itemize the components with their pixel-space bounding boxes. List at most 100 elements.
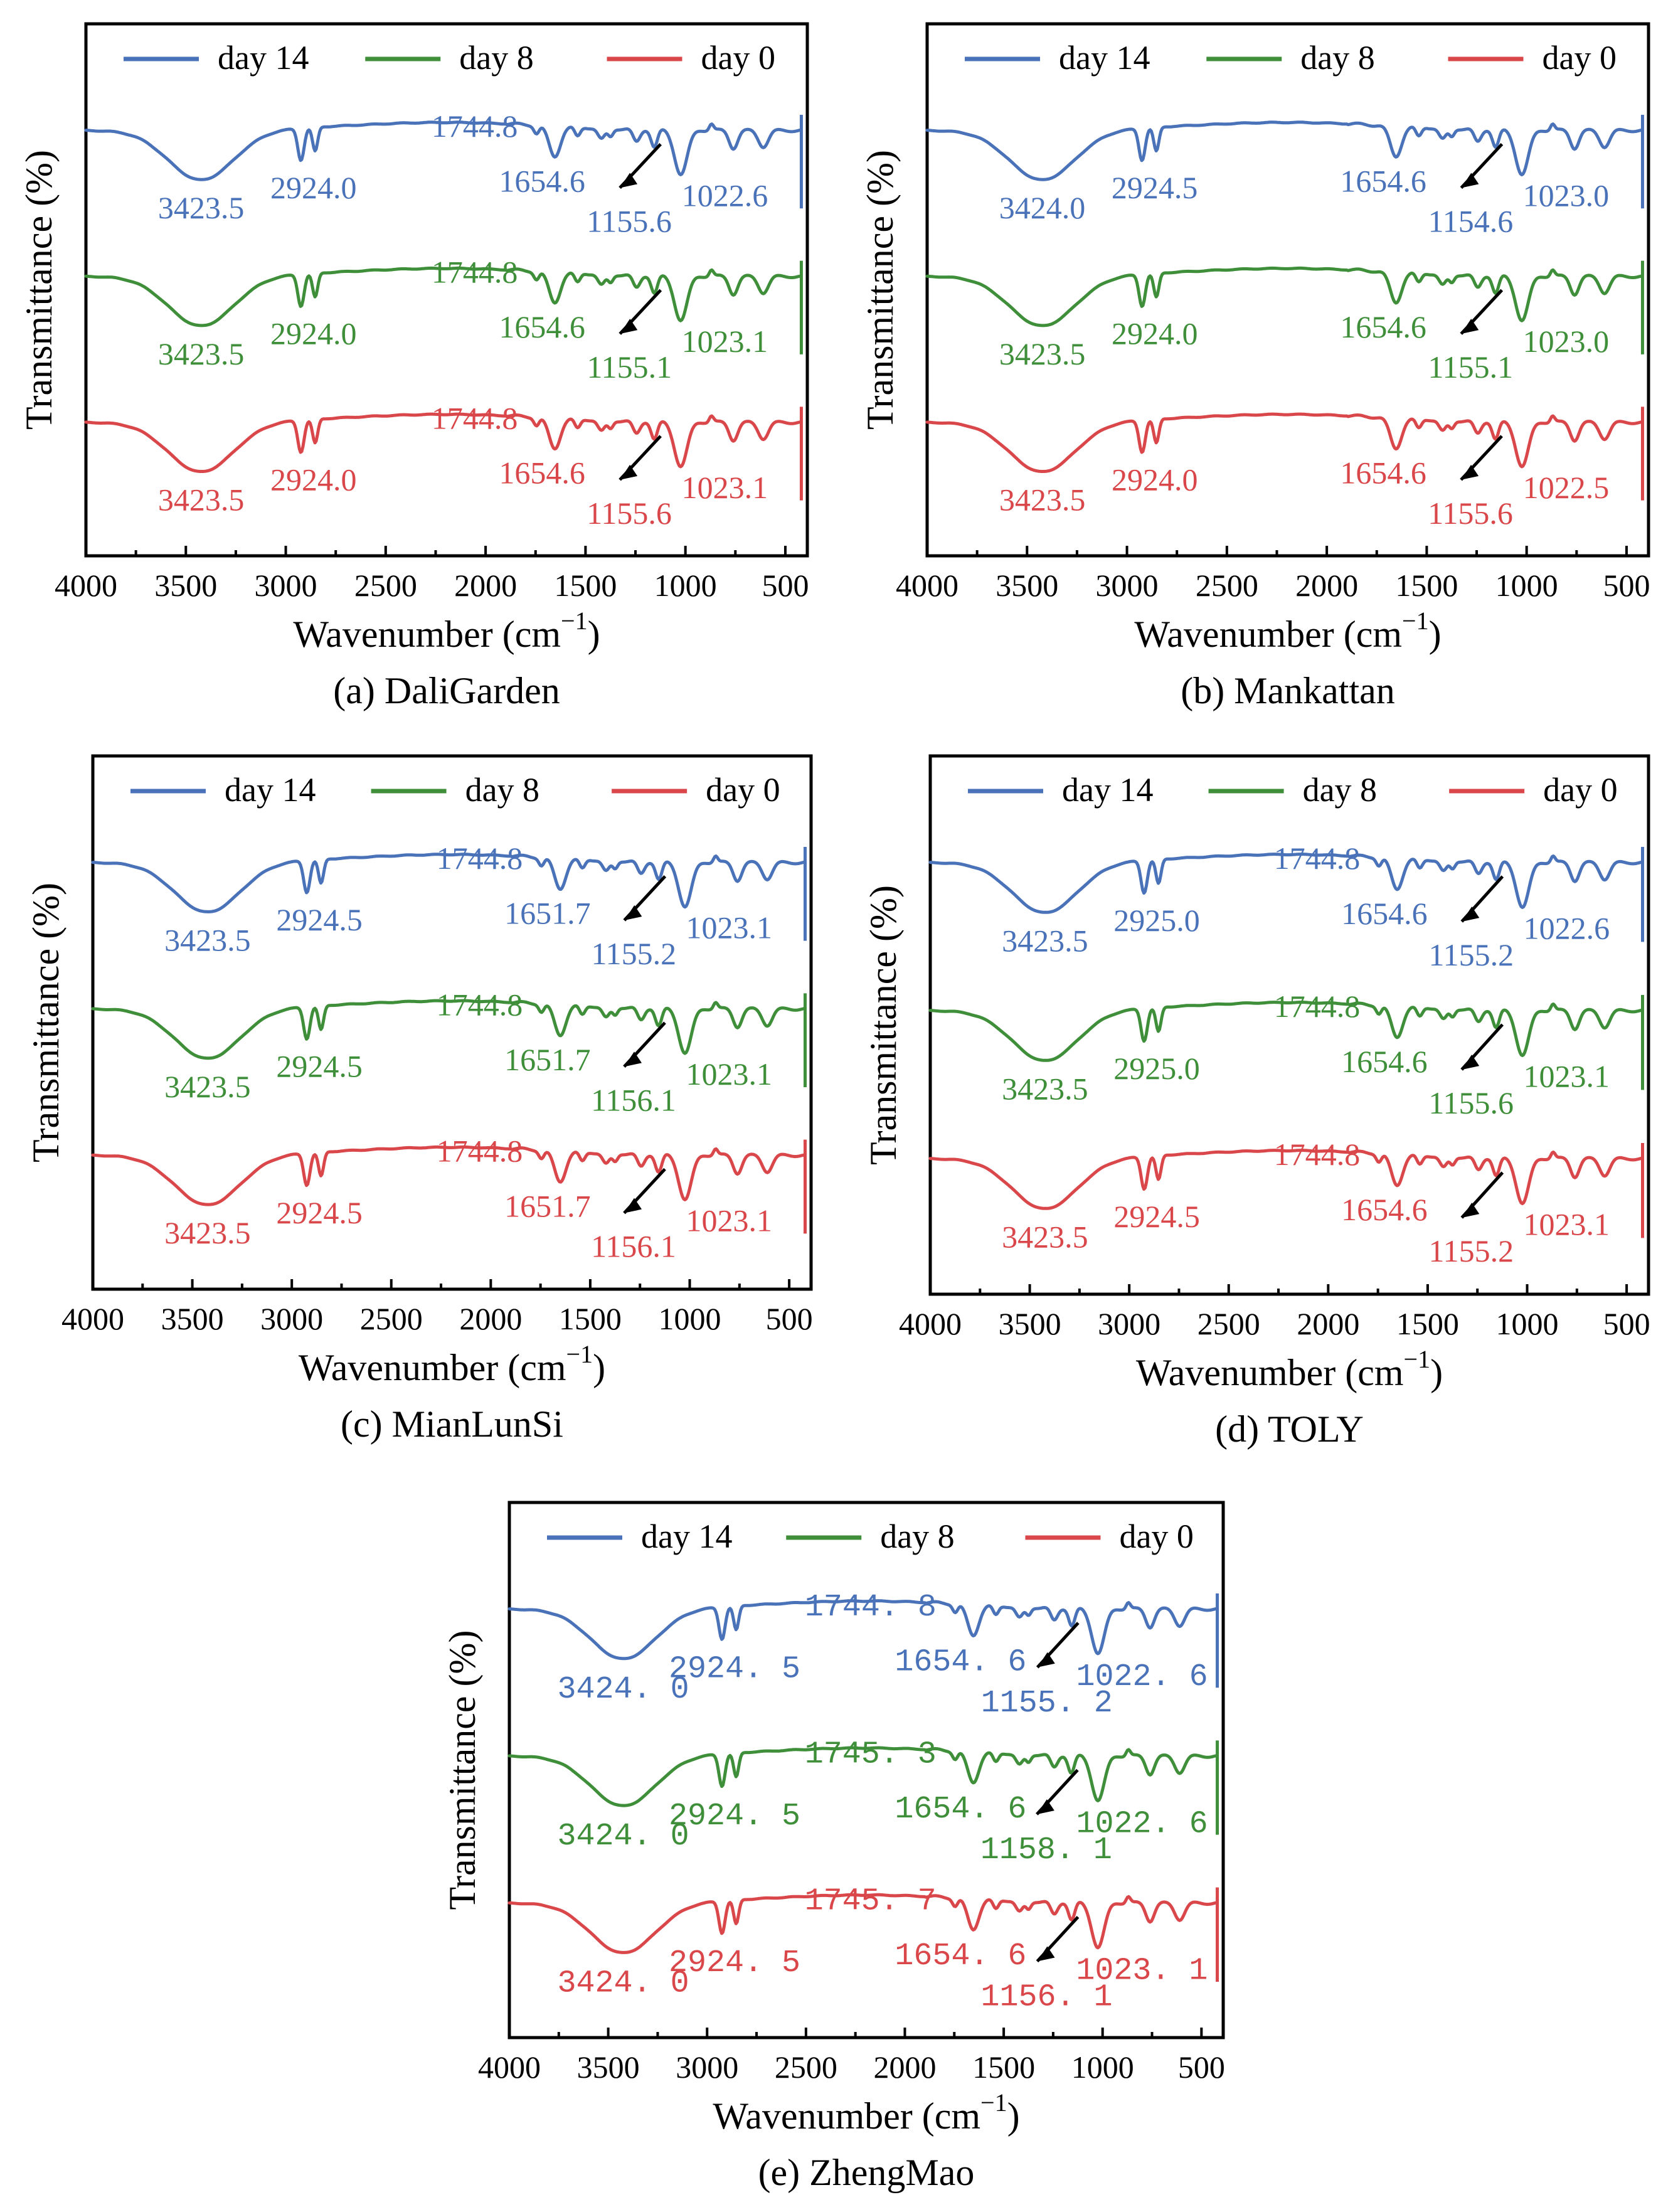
plot-frame xyxy=(84,22,809,558)
y-axis-title: Transmittance (%) xyxy=(863,885,904,1165)
series-line-day-8 xyxy=(928,1001,1643,1062)
x-tick-label: 4000 xyxy=(899,1306,962,1341)
arrow-head-icon xyxy=(624,1051,642,1067)
legend-entry: day 0 xyxy=(1119,1518,1193,1555)
arrow-head-icon xyxy=(1461,319,1479,334)
peak-label: 3423.5 xyxy=(999,336,1086,371)
x-tick-label: 2000 xyxy=(1297,1306,1359,1341)
peak-label: 1155.1 xyxy=(1428,349,1513,385)
x-tick-label: 2000 xyxy=(873,2050,936,2085)
peak-label: 2924.5 xyxy=(276,902,363,937)
series-line-day-0 xyxy=(507,1893,1218,1954)
y-axis-title: Transmittance (%) xyxy=(442,1630,483,1910)
x-tick-label: 4000 xyxy=(896,568,958,603)
peak-label: 3423.5 xyxy=(1002,923,1088,958)
legend-entry: day 8 xyxy=(1303,771,1377,809)
peak-label: 1156. 1 xyxy=(980,1979,1112,2015)
arrow-head-icon xyxy=(620,464,638,480)
legend-entry: day 0 xyxy=(1543,39,1617,77)
x-axis-title: Wavenumber (cm−1) xyxy=(293,607,600,655)
x-tick-label: 1000 xyxy=(654,568,717,603)
x-tick-label: 500 xyxy=(1603,568,1650,603)
x-tick-label: 3000 xyxy=(1098,1306,1160,1341)
panel-caption: (d) TOLY xyxy=(1215,1408,1364,1450)
peak-label: 1023.1 xyxy=(1523,1207,1610,1242)
legend-entry: day 14 xyxy=(218,39,309,77)
series-line-day-14 xyxy=(925,120,1643,181)
peak-label: 2924.5 xyxy=(1112,170,1198,205)
legend-entry: day 8 xyxy=(1300,39,1374,77)
plot-frame xyxy=(507,1501,1225,2039)
x-tick-label: 1000 xyxy=(659,1301,721,1336)
peak-label: 1744.8 xyxy=(437,987,523,1022)
peak-label: 2924.5 xyxy=(276,1049,363,1084)
panel-caption: (a) DaliGarden xyxy=(333,670,560,711)
x-tick-label: 1000 xyxy=(1071,2050,1134,2085)
peak-label: 2924.5 xyxy=(1113,1199,1200,1234)
peak-label: 2924.0 xyxy=(270,316,357,351)
chart-panel-4: 4000 3500 3000 2500 2000 1500 1000 500 Wavenumbe… xyxy=(442,1501,1225,2193)
chart-panel-3: 4000 3500 3000 2500 2000 1500 1000 500 Wavenumbe… xyxy=(863,754,1650,1450)
series-line-day-0 xyxy=(91,1145,806,1206)
arrow-head-icon xyxy=(1461,173,1479,188)
peak-label: 1022.5 xyxy=(1523,470,1610,505)
peak-label: 2925.0 xyxy=(1113,1051,1200,1086)
x-tick-label: 4000 xyxy=(61,1301,124,1336)
peak-label: 1744.8 xyxy=(432,255,518,290)
peak-label: 3423.5 xyxy=(1002,1071,1088,1106)
panel-caption: (c) MianLunSi xyxy=(341,1403,563,1445)
series-line-day-14 xyxy=(928,853,1643,914)
x-axis-title: Wavenumber (cm−1) xyxy=(1136,1345,1443,1393)
x-tick-label: 1500 xyxy=(1396,1306,1459,1341)
peak-label: 1744.8 xyxy=(437,1134,523,1169)
chart-panel-2: 4000 3500 3000 2500 2000 1500 1000 500 Wavenumbe… xyxy=(25,754,813,1445)
x-tick-label: 3500 xyxy=(154,568,217,603)
peak-label: 1023.1 xyxy=(682,470,768,505)
peak-label: 2925.0 xyxy=(1113,903,1200,938)
peak-label: 1155.6 xyxy=(1428,496,1513,531)
series-line-day-8 xyxy=(91,999,806,1060)
peak-label: 2924.5 xyxy=(276,1195,363,1230)
peak-label: 1023.0 xyxy=(1523,324,1610,359)
y-axis-title: Transmittance (%) xyxy=(18,150,60,430)
peak-label: 1651.7 xyxy=(504,1188,591,1223)
x-tick-label: 500 xyxy=(766,1301,813,1336)
peak-label: 2924.0 xyxy=(1112,316,1198,351)
x-tick-label: 3000 xyxy=(255,568,317,603)
series-line-day-0 xyxy=(84,412,802,473)
peak-label: 1744.8 xyxy=(432,109,518,144)
peak-label: 3423.5 xyxy=(164,922,251,957)
x-tick-label: 500 xyxy=(762,568,809,603)
peak-label: 1156.1 xyxy=(591,1229,676,1264)
peak-label: 1745. 3 xyxy=(805,1736,937,1772)
peak-label: 1654.6 xyxy=(499,309,585,344)
x-tick-label: 3500 xyxy=(577,2050,640,2085)
peak-label: 1022. 6 xyxy=(1076,1659,1208,1695)
panel-caption: (e) ZhengMao xyxy=(758,2152,975,2193)
series-line-day-0 xyxy=(928,1149,1643,1210)
chart-panel-1: 4000 3500 3000 2500 2000 1500 1000 500 Wavenumbe… xyxy=(859,22,1650,711)
x-tick-label: 2000 xyxy=(459,1301,522,1336)
series-line-day-8 xyxy=(84,266,802,327)
x-tick-label: 1000 xyxy=(1495,568,1558,603)
plot-frame xyxy=(925,22,1650,558)
peak-label: 1654. 6 xyxy=(895,1792,1026,1827)
peak-label: 1651.7 xyxy=(504,896,591,931)
peak-label: 1744.8 xyxy=(1274,989,1361,1024)
peak-label: 1155.2 xyxy=(1428,1233,1514,1268)
peak-label: 1654.6 xyxy=(1340,455,1426,491)
peak-label: 1155.6 xyxy=(587,496,672,531)
peak-label: 2924. 5 xyxy=(669,1945,800,1981)
peak-label: 1744.8 xyxy=(1274,841,1361,876)
peak-label: 3423.5 xyxy=(158,190,245,225)
peak-label: 1654.6 xyxy=(1341,1044,1428,1079)
legend-entry: day 8 xyxy=(465,771,539,809)
x-axis-title: Wavenumber (cm−1) xyxy=(1134,607,1441,655)
peak-label: 1651.7 xyxy=(504,1042,591,1077)
x-tick-label: 4000 xyxy=(478,2050,541,2085)
peak-label: 1156.1 xyxy=(591,1082,676,1117)
peak-label: 2924.0 xyxy=(270,170,357,205)
peak-label: 2924. 5 xyxy=(669,1799,800,1834)
x-tick-label: 2500 xyxy=(354,568,417,603)
arrow-head-icon xyxy=(620,319,638,334)
